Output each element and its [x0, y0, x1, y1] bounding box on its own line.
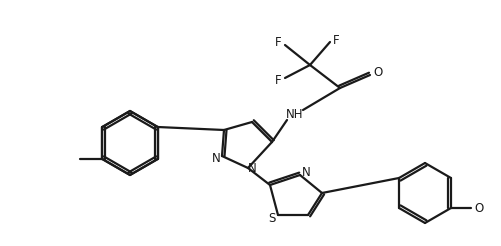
Text: O: O — [474, 201, 483, 215]
Text: F: F — [275, 74, 282, 87]
Text: N: N — [211, 152, 220, 165]
Text: NH: NH — [286, 108, 304, 122]
Text: F: F — [275, 36, 282, 49]
Text: S: S — [269, 213, 276, 226]
Text: F: F — [333, 33, 339, 46]
Text: N: N — [247, 163, 257, 175]
Text: N: N — [302, 166, 311, 179]
Text: O: O — [373, 66, 383, 79]
